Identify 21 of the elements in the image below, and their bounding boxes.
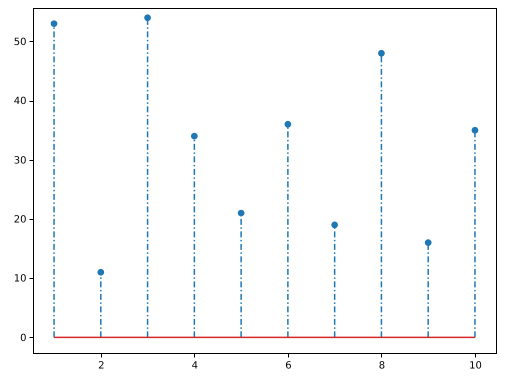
x-tick-label: 4 xyxy=(192,360,198,372)
point xyxy=(190,132,198,140)
y-tick-label: 40 xyxy=(14,96,26,108)
x-tick-label: 6 xyxy=(285,360,292,372)
point xyxy=(144,14,151,22)
x-tick-label: 8 xyxy=(378,360,386,372)
point xyxy=(472,126,478,134)
point xyxy=(97,268,104,276)
x-tick-label: 2 xyxy=(98,360,104,372)
y-tick-label: 20 xyxy=(14,214,26,226)
x-tick-label: 10 xyxy=(469,360,482,372)
point xyxy=(238,210,244,216)
y-tick-label: 0 xyxy=(20,332,26,344)
y-tick-label: 30 xyxy=(14,155,26,166)
y-tick-label: 50 xyxy=(14,36,26,48)
point xyxy=(378,50,385,57)
y-tick-label: 10 xyxy=(14,274,26,285)
point xyxy=(284,120,292,128)
point xyxy=(331,222,338,228)
point xyxy=(50,20,58,28)
point xyxy=(424,239,432,246)
